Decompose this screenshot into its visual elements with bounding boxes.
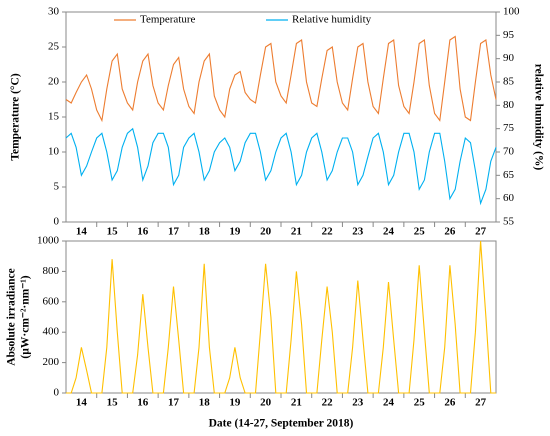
y2-tick-label: 70 <box>503 146 515 158</box>
x-tick-label: 17 <box>168 397 180 409</box>
x-tick-label: 24 <box>383 397 395 409</box>
y2-tick-label: 80 <box>503 99 515 111</box>
legend-label: Relative humidity <box>292 14 372 26</box>
x-tick-label: 23 <box>352 226 364 238</box>
x-tick-label: 21 <box>291 397 302 409</box>
x-tick-label: 15 <box>107 226 119 238</box>
y2-tick-label: 75 <box>503 122 515 134</box>
x-tick-label: 16 <box>137 397 149 409</box>
y2-tick-label: 85 <box>503 76 515 88</box>
x-tick-label: 26 <box>444 226 456 238</box>
y-tick-label: 400 <box>43 326 60 338</box>
series-line <box>65 35 497 123</box>
y2-tick-label: 95 <box>503 29 515 41</box>
y2-tick-label: 65 <box>503 169 515 181</box>
y-tick-label: 30 <box>48 6 60 18</box>
y2-tick-label: 100 <box>503 6 520 18</box>
x-tick-label: 27 <box>475 397 487 409</box>
x-tick-label: 16 <box>137 226 149 238</box>
y-tick-label: 0 <box>54 216 60 228</box>
y2-axis-title: relative humidity (%) <box>532 64 544 171</box>
y-tick-label: 800 <box>43 265 60 277</box>
x-tick-label: 27 <box>475 226 487 238</box>
x-tick-label: 24 <box>383 226 395 238</box>
x-axis-title: Date (14-27, September 2018) <box>209 418 354 430</box>
y-axis-title: Absolute irradiance <box>6 268 18 365</box>
y2-tick-label: 60 <box>503 192 515 204</box>
x-tick-label: 25 <box>414 397 426 409</box>
x-tick-label: 26 <box>444 397 456 409</box>
y2-tick-label: 55 <box>503 216 515 228</box>
y-tick-label: 10 <box>48 146 60 158</box>
y-tick-label: 200 <box>43 356 60 368</box>
plot-frame <box>65 240 497 394</box>
y-tick-label: 5 <box>54 181 60 193</box>
x-tick-label: 23 <box>352 397 364 409</box>
y-tick-label: 0 <box>54 387 60 399</box>
x-tick-label: 19 <box>229 397 241 409</box>
x-tick-label: 19 <box>229 226 241 238</box>
x-tick-label: 25 <box>414 226 426 238</box>
y-tick-label: 15 <box>48 111 60 123</box>
y-tick-label: 25 <box>48 41 60 53</box>
x-tick-label: 22 <box>322 226 334 238</box>
y-tick-label: 600 <box>43 295 60 307</box>
x-tick-label: 17 <box>168 226 180 238</box>
y-tick-label: 20 <box>48 76 60 88</box>
x-tick-label: 20 <box>260 226 272 238</box>
legend-label: Temperature <box>140 14 196 26</box>
y-axis-title: (µW·cm⁻²·nm⁻¹) <box>20 275 32 358</box>
plot-frame <box>65 11 497 223</box>
x-tick-label: 18 <box>199 226 211 238</box>
x-tick-label: 14 <box>76 226 88 238</box>
x-tick-label: 15 <box>107 397 119 409</box>
x-tick-label: 21 <box>291 226 302 238</box>
y2-tick-label: 90 <box>503 52 515 64</box>
x-tick-label: 20 <box>260 397 272 409</box>
x-tick-label: 22 <box>322 397 334 409</box>
x-tick-label: 18 <box>199 397 211 409</box>
y-axis-title: Temperature (°C) <box>10 73 22 160</box>
series-line <box>66 240 496 394</box>
series-line <box>65 127 497 206</box>
y-tick-label: 1000 <box>37 235 60 247</box>
x-tick-label: 14 <box>76 397 88 409</box>
